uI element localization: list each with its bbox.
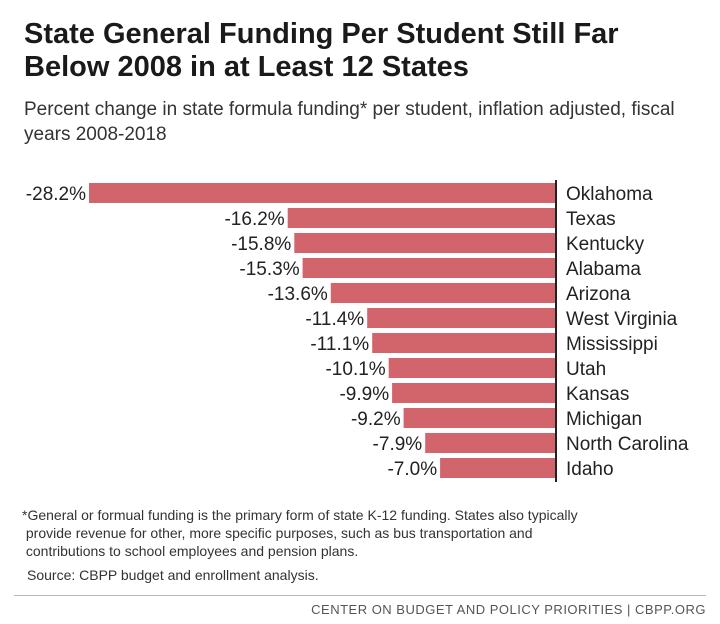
category-label: Kentucky (566, 234, 645, 255)
value-label: -16.2% (224, 209, 284, 230)
bar-west-virginia (367, 308, 556, 328)
bar-alabama (302, 258, 556, 278)
value-label: -11.1% (310, 334, 369, 355)
bar-mississippi (372, 333, 556, 353)
source-note: Source: CBPP budget and enrollment analy… (27, 567, 319, 583)
value-label: -28.2% (26, 184, 86, 205)
value-label: -7.0% (387, 459, 437, 480)
category-label: Oklahoma (566, 184, 653, 205)
chart-title: State General Funding Per Student Still … (24, 18, 619, 83)
category-label: Arizona (566, 284, 631, 305)
value-label: -9.2% (351, 409, 401, 430)
category-label: Michigan (566, 409, 642, 430)
bar-idaho (440, 458, 556, 478)
bar-michigan (403, 408, 556, 428)
value-label: -15.3% (239, 259, 299, 280)
category-label: Mississippi (566, 334, 658, 355)
category-label: Utah (566, 359, 606, 380)
footnote: *General or formual funding is the prima… (22, 506, 702, 560)
category-label: Idaho (566, 459, 614, 480)
value-label: -10.1% (325, 359, 385, 380)
value-label: -15.8% (231, 234, 291, 255)
category-label: Alabama (566, 259, 641, 280)
bar-kansas (392, 383, 556, 403)
footnote-line-3: contributions to school employees and pe… (25, 543, 359, 559)
value-label: -9.9% (339, 384, 389, 405)
bar-north-carolina (425, 433, 556, 453)
category-label: Kansas (566, 384, 629, 405)
bar-chart: -28.2% Oklahoma -16.2% Texas -15.8% Kentucky -… (26, 180, 689, 482)
bar-texas (287, 208, 556, 228)
footnote-line-1: *General or formual funding is the prima… (22, 507, 578, 523)
chart-subtitle: Percent change in state formula funding*… (24, 99, 675, 145)
category-label: North Carolina (566, 434, 689, 455)
credit-line: CENTER ON BUDGET AND POLICY PRIORITIES |… (311, 602, 706, 617)
bar-arizona (330, 283, 556, 303)
footnote-line-2: provide revenue for other, more specific… (25, 525, 533, 541)
bar-oklahoma (89, 183, 556, 203)
bars-group: -28.2% Oklahoma -16.2% Texas -15.8% Kentucky -… (26, 183, 689, 480)
bar-utah (388, 358, 556, 378)
category-label: West Virginia (566, 309, 678, 330)
value-label: -11.4% (305, 309, 364, 330)
value-label: -7.9% (373, 434, 423, 455)
bar-kentucky (294, 233, 556, 253)
footer-divider (14, 595, 706, 596)
value-label: -13.6% (268, 284, 328, 305)
category-label: Texas (566, 209, 616, 230)
